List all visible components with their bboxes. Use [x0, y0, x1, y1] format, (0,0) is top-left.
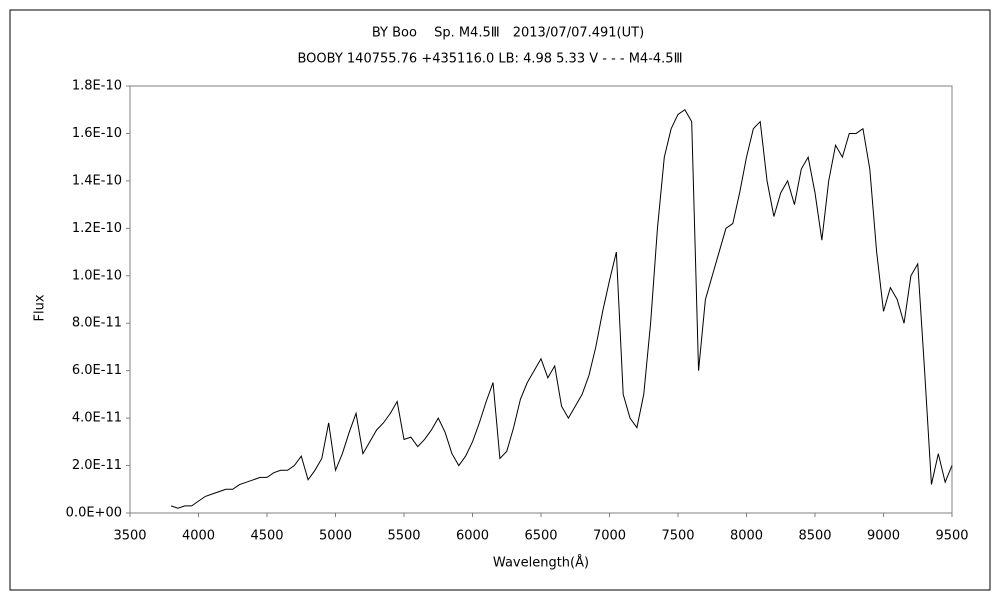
- y-tick-label: 0.0E+00: [66, 506, 122, 521]
- y-axis-label: Flux: [33, 294, 48, 321]
- x-tick-label: 7000: [593, 529, 626, 544]
- x-tick-label: 9000: [867, 529, 900, 544]
- chart-frame: [9, 9, 991, 591]
- y-tick-label: 4.0E-11: [72, 411, 122, 426]
- y-tick-label: 1.6E-10: [72, 126, 122, 141]
- x-axis-label: Wavelength(Å): [493, 555, 589, 571]
- spectrum-line: [170, 108, 953, 509]
- x-tick-label: 8000: [730, 529, 763, 544]
- y-tick-label: 8.0E-11: [72, 316, 122, 331]
- y-tick-label: 1.0E-10: [72, 268, 122, 283]
- chart-title: BY Boo Sp. M4.5Ⅲ 2013/07/07.491(UT): [372, 26, 644, 41]
- x-tick-label: 4500: [250, 529, 283, 544]
- x-tick-label: 5000: [319, 529, 352, 544]
- x-tick-label: 4000: [182, 529, 215, 544]
- x-tick-label: 6500: [524, 529, 557, 544]
- y-tick-label: 1.4E-10: [72, 173, 122, 188]
- x-tick-label: 7500: [661, 529, 694, 544]
- y-tick-label: 6.0E-11: [72, 363, 122, 378]
- x-tick-label: 9500: [935, 529, 968, 544]
- y-tick-label: 1.8E-10: [72, 79, 122, 94]
- x-tick-label: 3500: [113, 529, 146, 544]
- x-tick-label: 5500: [387, 529, 420, 544]
- x-tick-label: 6000: [456, 529, 489, 544]
- x-tick-label: 8500: [798, 529, 831, 544]
- y-tick-label: 1.2E-10: [72, 221, 122, 236]
- y-tick-label: 2.0E-11: [72, 458, 122, 473]
- chart-subtitle: BOOBY 140755.76 +435116.0 LB: 4.98 5.33 …: [297, 52, 682, 67]
